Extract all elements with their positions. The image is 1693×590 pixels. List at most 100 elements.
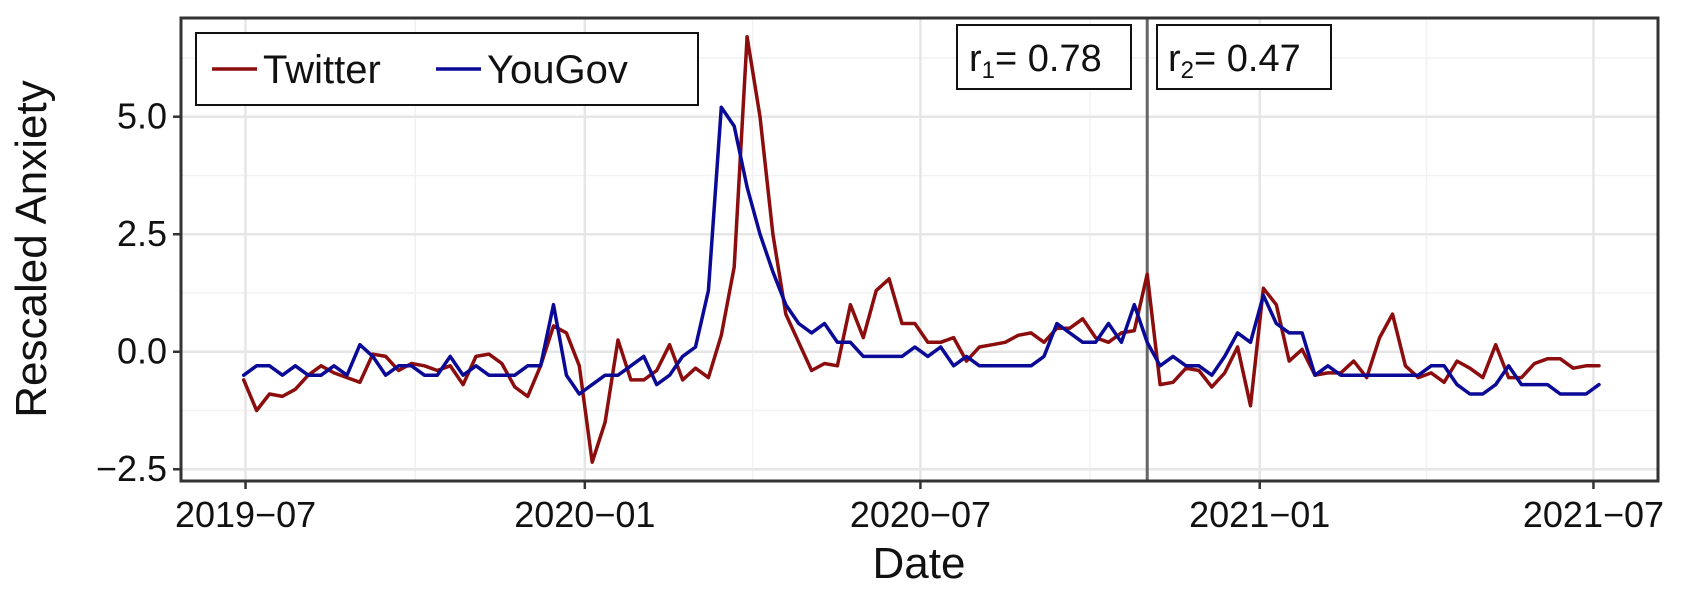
- data-point-twitter: [887, 277, 891, 281]
- data-point-twitter: [384, 354, 388, 358]
- annotation-sub-r2: 2: [1181, 57, 1194, 84]
- data-point-twitter: [681, 378, 685, 382]
- data-point-twitter: [513, 385, 517, 389]
- data-point-twitter: [358, 380, 362, 384]
- data-point-yougov: [797, 322, 801, 326]
- data-point-yougov: [1468, 392, 1472, 396]
- data-point-yougov: [732, 124, 736, 128]
- annotation-box-r2: [1156, 24, 1332, 90]
- data-point-twitter: [900, 322, 904, 326]
- data-point-twitter: [448, 364, 452, 368]
- data-point-twitter: [1584, 364, 1588, 368]
- data-point-yougov: [900, 354, 904, 358]
- data-point-twitter: [771, 232, 775, 236]
- data-point-yougov: [1249, 340, 1253, 344]
- data-point-twitter: [1132, 329, 1136, 333]
- data-point-yougov: [745, 185, 749, 189]
- data-point-yougov: [1416, 373, 1420, 377]
- data-point-twitter: [1494, 343, 1498, 347]
- data-point-yougov: [1533, 383, 1537, 387]
- data-point-twitter: [1029, 331, 1033, 335]
- data-point-twitter: [719, 333, 723, 337]
- x-tick-label: 2020−01: [514, 494, 655, 535]
- data-point-yougov: [474, 364, 478, 368]
- data-point-yougov: [642, 354, 646, 358]
- data-point-yougov: [306, 373, 310, 377]
- data-point-twitter: [616, 338, 620, 342]
- data-point-yougov: [771, 270, 775, 274]
- data-point-twitter: [1158, 383, 1162, 387]
- data-point-twitter: [874, 289, 878, 293]
- annotation-base-r1: r: [969, 38, 982, 80]
- data-point-yougov: [500, 373, 504, 377]
- data-point-yougov: [694, 345, 698, 349]
- legend-label-twitter: Twitter: [263, 48, 381, 92]
- data-point-yougov: [939, 345, 943, 349]
- data-point-yougov: [965, 354, 969, 358]
- y-tick-label: 5.0: [117, 96, 167, 137]
- data-point-yougov: [655, 383, 659, 387]
- data-point-twitter: [642, 378, 646, 382]
- data-point-yougov: [526, 364, 530, 368]
- data-point-yougov: [861, 354, 865, 358]
- annotation-value-r2: = 0.47: [1194, 38, 1301, 80]
- data-point-yougov: [293, 364, 297, 368]
- data-point-twitter: [500, 362, 504, 366]
- data-point-yougov: [990, 364, 994, 368]
- data-point-yougov: [410, 364, 414, 368]
- data-point-yougov: [977, 364, 981, 368]
- data-point-twitter: [1249, 404, 1253, 408]
- data-point-twitter: [319, 364, 323, 368]
- data-point-twitter: [255, 409, 259, 413]
- grid-layer: [181, 18, 1658, 481]
- data-point-twitter: [1455, 359, 1459, 363]
- series-layer: [241, 35, 1601, 464]
- data-point-yougov: [1378, 373, 1382, 377]
- data-point-twitter: [1145, 272, 1149, 276]
- series-yougov: [241, 105, 1601, 396]
- correlation-annotation-r1: r1= 0.78: [956, 24, 1132, 90]
- x-tick-label: 2019−07: [175, 494, 316, 535]
- data-point-twitter: [758, 115, 762, 119]
- data-point-yougov: [1442, 364, 1446, 368]
- data-point-twitter: [1403, 364, 1407, 368]
- data-point-twitter: [1081, 317, 1085, 321]
- data-point-twitter: [706, 376, 710, 380]
- data-point-yougov: [784, 303, 788, 307]
- data-point-yougov: [1068, 331, 1072, 335]
- data-point-twitter: [564, 331, 568, 335]
- y-axis-title: Rescaled Anxiety: [7, 80, 56, 418]
- data-point-twitter: [835, 364, 839, 368]
- data-point-twitter: [1261, 286, 1265, 290]
- legend-label-yougov: YouGov: [487, 48, 628, 92]
- data-point-yougov: [539, 364, 543, 368]
- data-point-yougov: [1365, 373, 1369, 377]
- legend: Twitter YouGov: [195, 32, 699, 106]
- data-point-yougov: [1003, 364, 1007, 368]
- data-point-twitter: [526, 394, 530, 398]
- data-point-yougov: [1197, 364, 1201, 368]
- data-point-yougov: [513, 373, 517, 377]
- data-point-twitter: [1571, 366, 1575, 370]
- data-point-yougov: [461, 373, 465, 377]
- data-point-twitter: [474, 354, 478, 358]
- y-tick-label: 2.5: [117, 213, 167, 254]
- data-point-twitter: [784, 312, 788, 316]
- data-point-yougov: [1029, 364, 1033, 368]
- data-point-twitter: [1107, 340, 1111, 344]
- x-tick-label: 2021−07: [1523, 494, 1664, 535]
- data-point-yougov: [810, 331, 814, 335]
- annotation-base-r2: r: [1168, 38, 1181, 80]
- data-point-twitter: [1197, 369, 1201, 373]
- data-point-yougov: [719, 105, 723, 109]
- data-point-twitter: [397, 369, 401, 373]
- data-point-twitter: [461, 383, 465, 387]
- data-point-twitter: [1223, 371, 1227, 375]
- data-point-twitter: [1171, 380, 1175, 384]
- x-tick-label: 2020−07: [850, 494, 991, 535]
- data-point-yougov: [1132, 303, 1136, 307]
- data-point-yougov: [1494, 383, 1498, 387]
- data-point-twitter: [1597, 364, 1601, 368]
- data-point-yougov: [952, 364, 956, 368]
